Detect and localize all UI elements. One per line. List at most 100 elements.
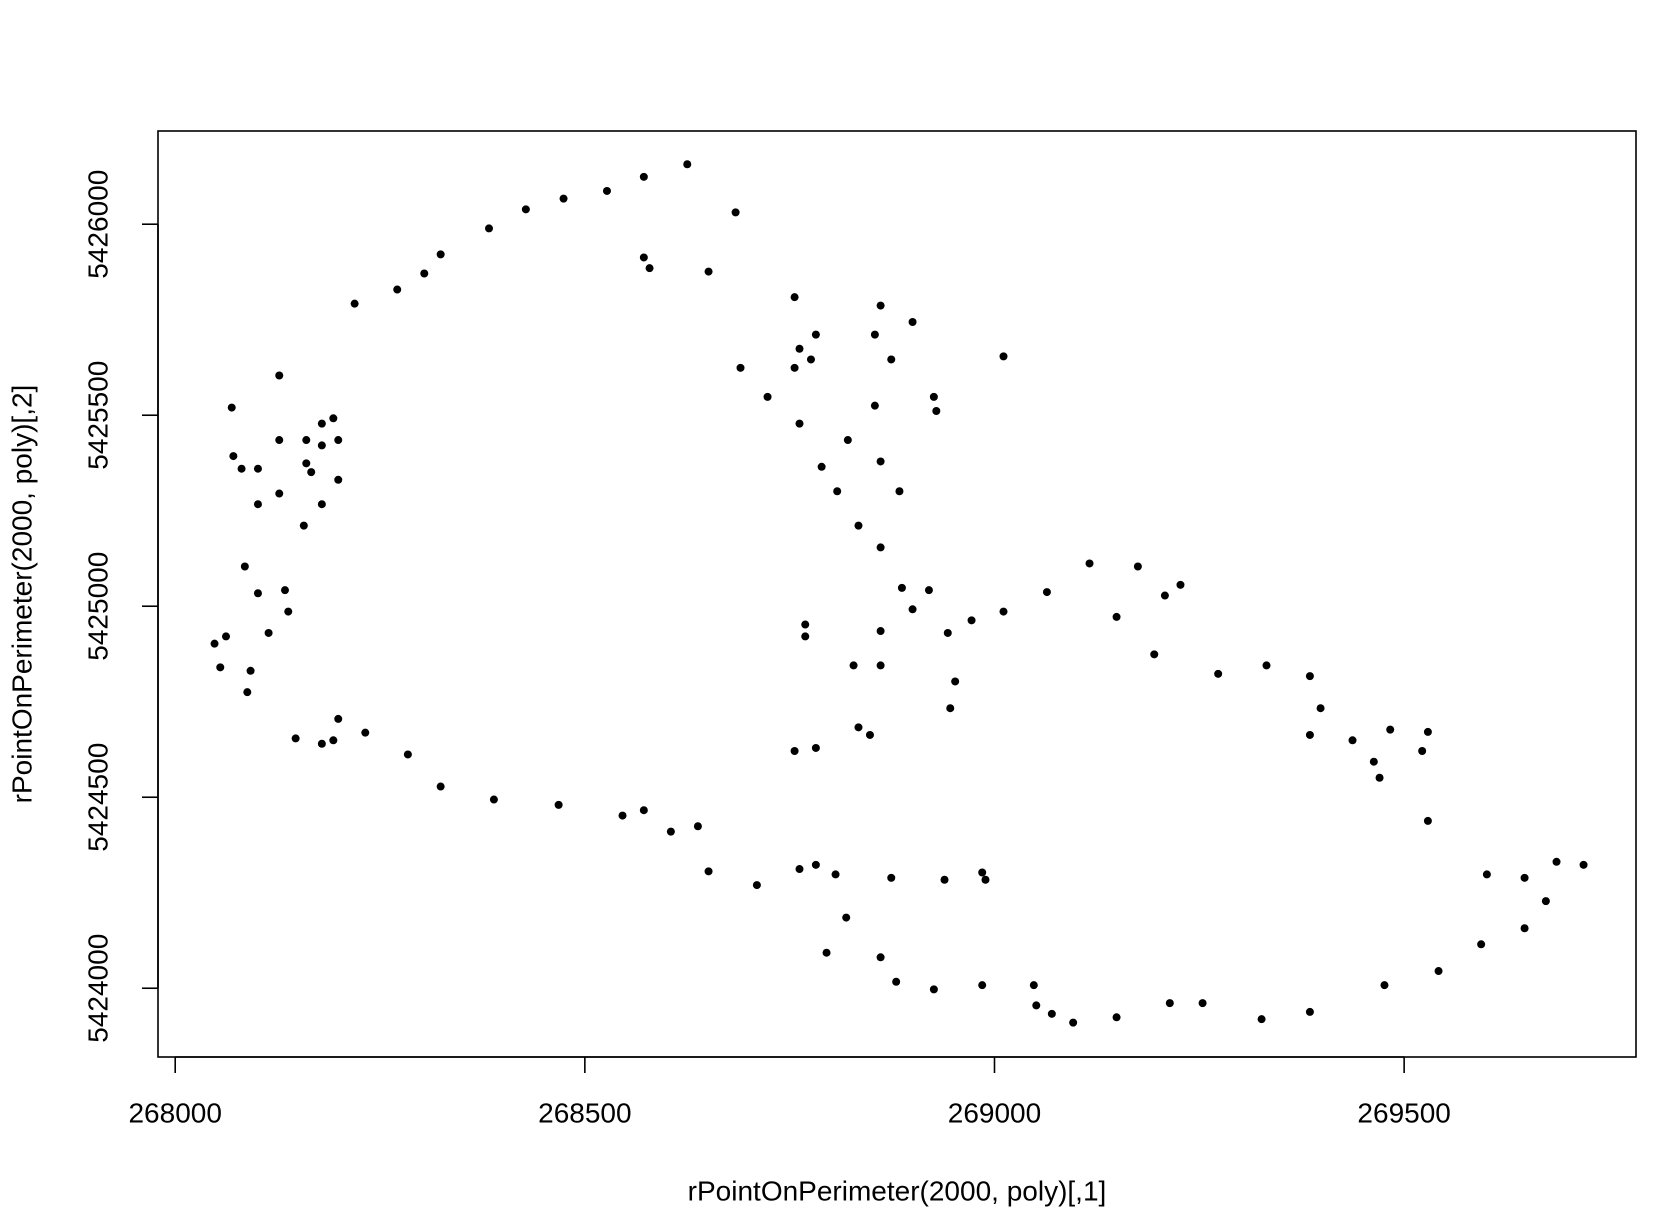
point [1520, 873, 1529, 882]
point [645, 264, 654, 273]
point [334, 475, 343, 484]
point [1305, 730, 1314, 739]
point [1348, 736, 1357, 745]
point [876, 457, 885, 466]
point [559, 194, 568, 203]
point [967, 616, 976, 625]
point [1214, 669, 1223, 678]
point [876, 543, 885, 552]
point [639, 172, 648, 181]
point [639, 253, 648, 262]
point [666, 827, 675, 836]
point [210, 639, 219, 648]
point [892, 977, 901, 986]
point [1042, 588, 1051, 597]
point [554, 800, 563, 809]
point [253, 589, 262, 598]
point [1032, 1001, 1041, 1010]
point [801, 632, 810, 641]
point [329, 414, 338, 423]
point [1262, 661, 1271, 670]
point [929, 985, 938, 994]
point [489, 795, 498, 804]
point [317, 739, 326, 748]
point [693, 822, 702, 831]
point [1423, 727, 1432, 736]
point [329, 736, 338, 745]
point [946, 704, 955, 713]
point [1133, 562, 1142, 571]
point [795, 419, 804, 428]
point [849, 661, 858, 670]
point [229, 452, 238, 461]
point [978, 981, 987, 990]
point [1477, 940, 1486, 949]
point [334, 714, 343, 723]
point [887, 355, 896, 364]
y-tick-label: 5424500 [82, 743, 113, 852]
point [887, 873, 896, 882]
y-tick-label: 5424000 [82, 934, 113, 1043]
point [1369, 757, 1378, 766]
point [790, 293, 799, 302]
point [842, 913, 851, 922]
point [302, 436, 311, 445]
x-tick-label: 269500 [1357, 1097, 1450, 1128]
point [843, 436, 852, 445]
point [299, 521, 308, 530]
point [854, 723, 863, 732]
point [436, 250, 445, 259]
point [253, 464, 262, 473]
point [243, 688, 252, 697]
point [929, 392, 938, 401]
y-tick-label: 5426000 [82, 170, 113, 279]
point [222, 632, 231, 641]
point [870, 401, 879, 410]
point [1305, 1007, 1314, 1016]
point [1305, 672, 1314, 681]
point [618, 811, 627, 820]
point [639, 806, 648, 815]
x-tick-label: 268000 [128, 1097, 221, 1128]
point [1375, 773, 1384, 782]
point [307, 468, 316, 477]
point [865, 730, 874, 739]
point [731, 208, 740, 217]
point [361, 728, 370, 737]
point [876, 301, 885, 310]
x-tick-label: 268500 [538, 1097, 631, 1128]
plot-box [157, 130, 1637, 1058]
point [943, 628, 952, 637]
point [291, 734, 300, 743]
point [1380, 981, 1389, 990]
point [683, 160, 692, 169]
point [801, 620, 810, 629]
point [275, 436, 284, 445]
point [999, 352, 1008, 361]
point [1198, 999, 1207, 1008]
point [275, 489, 284, 498]
point [1541, 897, 1550, 906]
point [897, 583, 906, 592]
point [1085, 559, 1094, 568]
point [908, 605, 917, 614]
point [334, 436, 343, 445]
point [932, 407, 941, 416]
y-tick-label: 5425500 [82, 361, 113, 470]
point [752, 881, 761, 890]
point [1552, 857, 1561, 866]
point [484, 224, 493, 233]
point [1520, 924, 1529, 933]
point [602, 186, 611, 195]
point [811, 860, 820, 869]
point [876, 627, 885, 636]
point [521, 205, 530, 214]
x-axis-label: rPointOnPerimeter(2000, poly)[,1] [688, 1175, 1107, 1206]
point [216, 663, 225, 672]
point [1418, 747, 1427, 756]
point [736, 363, 745, 372]
point [280, 586, 289, 595]
point [1029, 981, 1038, 990]
point [317, 500, 326, 509]
